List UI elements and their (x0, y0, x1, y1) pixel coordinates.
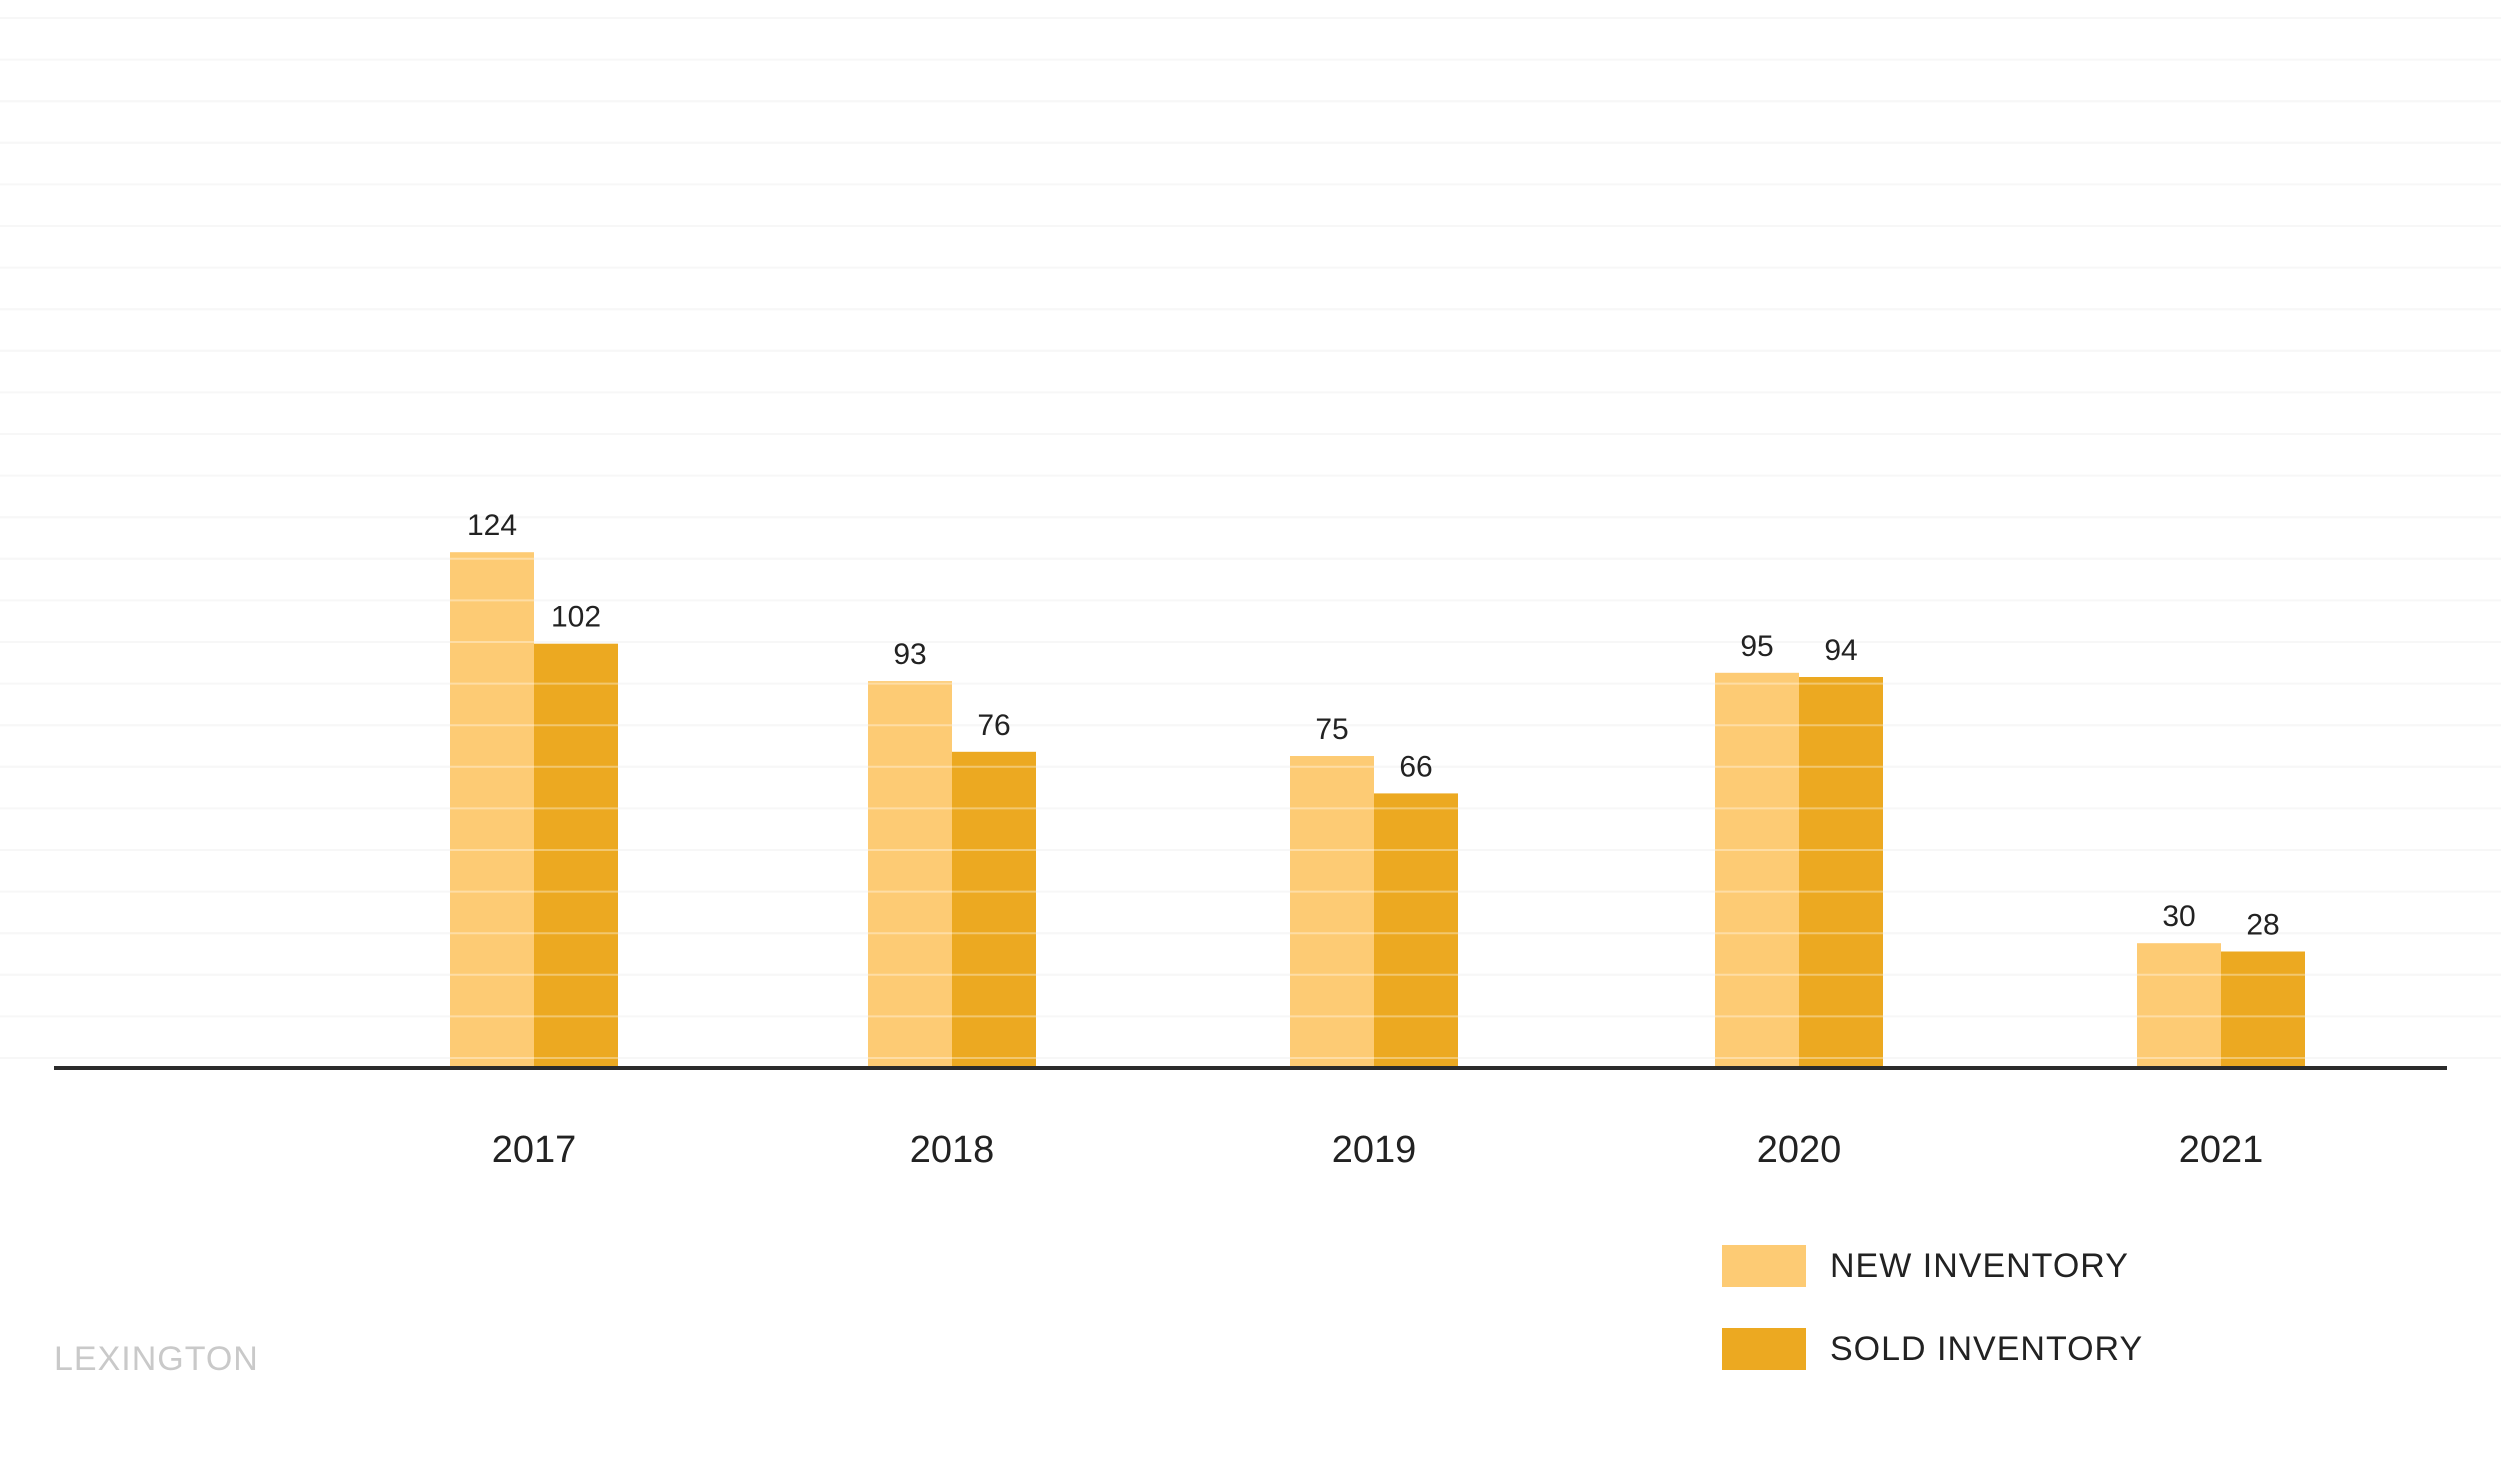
x-tick-label-2019: 2019 (1332, 1129, 1417, 1171)
value-label-sold-2021: 28 (2246, 909, 2279, 942)
bar-sold-2018 (952, 751, 1036, 1068)
bar-sold-2021 (2221, 951, 2305, 1068)
bars (0, 17, 2501, 1068)
value-label-new-2019: 75 (1315, 713, 1348, 746)
legend: NEW INVENTORY SOLD INVENTORY (1722, 1245, 2143, 1370)
bar-new-2020 (1715, 672, 1799, 1068)
bar-sold-2019 (1374, 793, 1458, 1068)
value-label-sold-2020: 94 (1824, 634, 1857, 667)
x-tick-labels: 2017 2018 2019 2020 2021 (492, 1129, 2264, 1171)
legend-label-sold-inventory: SOLD INVENTORY (1830, 1330, 2143, 1368)
bar-sold-2020 (1799, 677, 1883, 1068)
x-tick-label-2018: 2018 (910, 1129, 995, 1171)
value-label-new-2018: 93 (893, 638, 926, 671)
value-label-new-2017: 124 (467, 509, 517, 542)
bar-new-2018 (868, 681, 952, 1068)
legend-label-new-inventory: NEW INVENTORY (1830, 1247, 2129, 1285)
bar-new-2019 (1290, 756, 1374, 1068)
value-labels: 124 102 93 76 75 66 95 94 30 28 (467, 509, 2280, 941)
value-label-sold-2019: 66 (1399, 750, 1432, 783)
brand-watermark: LEXINGTON (54, 1340, 259, 1378)
bar-new-2017 (450, 552, 534, 1068)
value-label-sold-2018: 76 (977, 709, 1010, 742)
bar-sold-2017 (534, 643, 618, 1068)
x-tick-label-2020: 2020 (1757, 1129, 1842, 1171)
legend-swatch-new-inventory (1722, 1245, 1806, 1287)
bar-new-2021 (2137, 943, 2221, 1068)
x-tick-label-2021: 2021 (2179, 1129, 2264, 1171)
value-label-new-2020: 95 (1740, 630, 1773, 663)
value-label-sold-2017: 102 (551, 601, 601, 634)
x-tick-label-2017: 2017 (492, 1129, 577, 1171)
legend-swatch-sold-inventory (1722, 1328, 1806, 1370)
gridlines (0, 17, 2501, 1059)
value-label-new-2021: 30 (2162, 900, 2195, 933)
